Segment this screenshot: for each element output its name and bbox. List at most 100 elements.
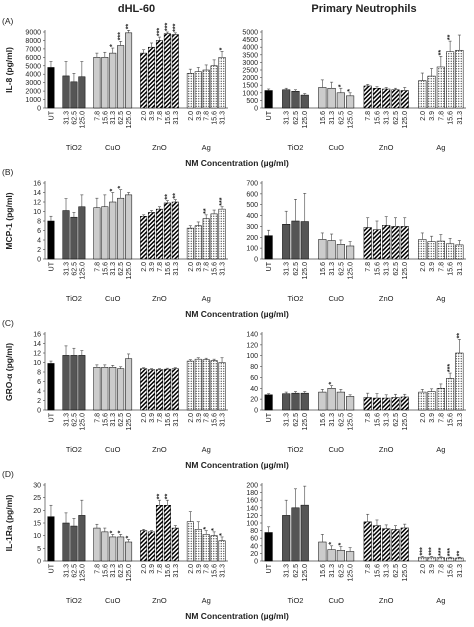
y-tick-label: 6 <box>37 379 41 386</box>
x-tick-label: 15.6 <box>212 564 219 578</box>
bar <box>400 396 409 411</box>
significance: * <box>118 186 125 189</box>
group-label: Ag <box>436 596 445 605</box>
group-label: TiO2 <box>66 596 82 605</box>
bar <box>117 536 125 562</box>
bar <box>372 229 382 260</box>
y-tick-label: 12 <box>33 200 41 207</box>
y-tick-label: 180 <box>246 490 258 497</box>
group-label: CuO <box>105 596 121 605</box>
y-tick-label: 4500 <box>242 37 258 44</box>
bar <box>418 239 427 260</box>
x-tick-label: 2.0 <box>420 564 427 574</box>
bar <box>382 528 391 562</box>
x-tick-label: 7.8 <box>94 111 101 121</box>
group-label: ZnO <box>152 445 167 454</box>
bar <box>47 220 55 260</box>
y-tick-label: 16 <box>33 181 41 188</box>
x-tick-label: 31.3 <box>384 413 391 427</box>
x-tick-label: 62.5 <box>71 413 78 427</box>
x-tick-label: 15.6 <box>102 564 109 578</box>
x-tick-label: 2.0 <box>420 111 427 121</box>
y-tick-label: 6 <box>37 228 41 235</box>
group-label: TiO2 <box>66 294 82 303</box>
bar <box>186 73 194 109</box>
x-tick-label: 31.3 <box>173 111 180 125</box>
x-tick-label: 125.0 <box>402 262 409 280</box>
y-tick-label: 2 <box>37 247 41 254</box>
bar <box>282 224 291 260</box>
y-tick-label: 2000 <box>242 75 258 82</box>
x-tick-label: 31.3 <box>457 262 464 276</box>
x-tick-label: 62.5 <box>71 262 78 276</box>
bar <box>78 206 86 260</box>
y-tick-label: 4000 <box>25 72 41 79</box>
y-tick-label: 16 <box>33 332 41 339</box>
bar <box>194 225 202 260</box>
bar <box>264 235 273 260</box>
x-tick-label: 7.8 <box>94 262 101 272</box>
y-tick-label: 0 <box>254 106 258 113</box>
group-label: Ag <box>202 294 211 303</box>
significance: *** <box>419 547 426 555</box>
bar <box>194 358 202 411</box>
x-tick-label: UT <box>266 110 273 120</box>
bar <box>109 201 117 260</box>
bar <box>194 529 202 562</box>
x-tick-label: 7.8 <box>204 111 211 121</box>
x-tick-label: 31.3 <box>384 111 391 125</box>
x-tick-label: 7.8 <box>204 262 211 272</box>
x-tick-label: 2.0 <box>420 262 427 272</box>
group-label: Ag <box>436 294 445 303</box>
bar <box>186 227 194 260</box>
y-tick-label: 4 <box>37 389 41 396</box>
bar <box>202 218 210 260</box>
x-tick-label: 31.3 <box>173 262 180 276</box>
y-tick-label: 0 <box>37 257 41 264</box>
x-tick-label: 62.5 <box>293 262 300 276</box>
x-tick-label: 31.3 <box>64 262 71 276</box>
bar <box>47 516 55 562</box>
y-tick-label: 0 <box>254 257 258 264</box>
x-tick-label: UT <box>266 261 273 271</box>
x-tick-label: 7.8 <box>438 111 445 121</box>
bar <box>318 87 327 109</box>
bar <box>155 208 163 260</box>
significance: *** <box>118 32 125 40</box>
x-tick-label: 125.0 <box>302 111 309 129</box>
group-label: ZnO <box>152 294 167 303</box>
chart-title: Primary Neutrophils <box>311 3 416 15</box>
bar <box>186 360 194 411</box>
significance: ** <box>438 50 445 56</box>
bar <box>218 208 226 260</box>
group-label: TiO2 <box>287 445 303 454</box>
bar <box>210 535 218 562</box>
bar <box>163 505 171 562</box>
y-tick-label: 9000 <box>25 30 41 37</box>
x-tick-label: 7.8 <box>204 413 211 423</box>
y-tick-label: 2 <box>37 398 41 405</box>
bar <box>391 397 400 411</box>
significance: ** <box>203 208 210 214</box>
x-tick-label: 31.3 <box>220 413 227 427</box>
bar <box>78 515 86 562</box>
x-tick-label: 31.3 <box>284 564 291 578</box>
bar <box>336 550 345 562</box>
bar <box>62 210 70 260</box>
bar <box>117 45 125 109</box>
x-tick-label: 31.3 <box>329 262 336 276</box>
bar <box>202 359 210 411</box>
significance: ** <box>456 333 463 339</box>
bar <box>336 391 345 411</box>
group-label: Ag <box>202 143 211 152</box>
y-tick-label: 20 <box>250 551 258 558</box>
bar <box>300 94 309 109</box>
bar <box>363 397 372 411</box>
x-tick-label: 15.6 <box>165 262 172 276</box>
bar <box>400 90 409 109</box>
x-tick-label: 125.0 <box>126 111 133 129</box>
x-tick-label: 7.8 <box>365 564 372 574</box>
x-tick-label: 62.5 <box>393 564 400 578</box>
x-tick-label: 125.0 <box>302 413 309 431</box>
bar <box>62 75 70 109</box>
